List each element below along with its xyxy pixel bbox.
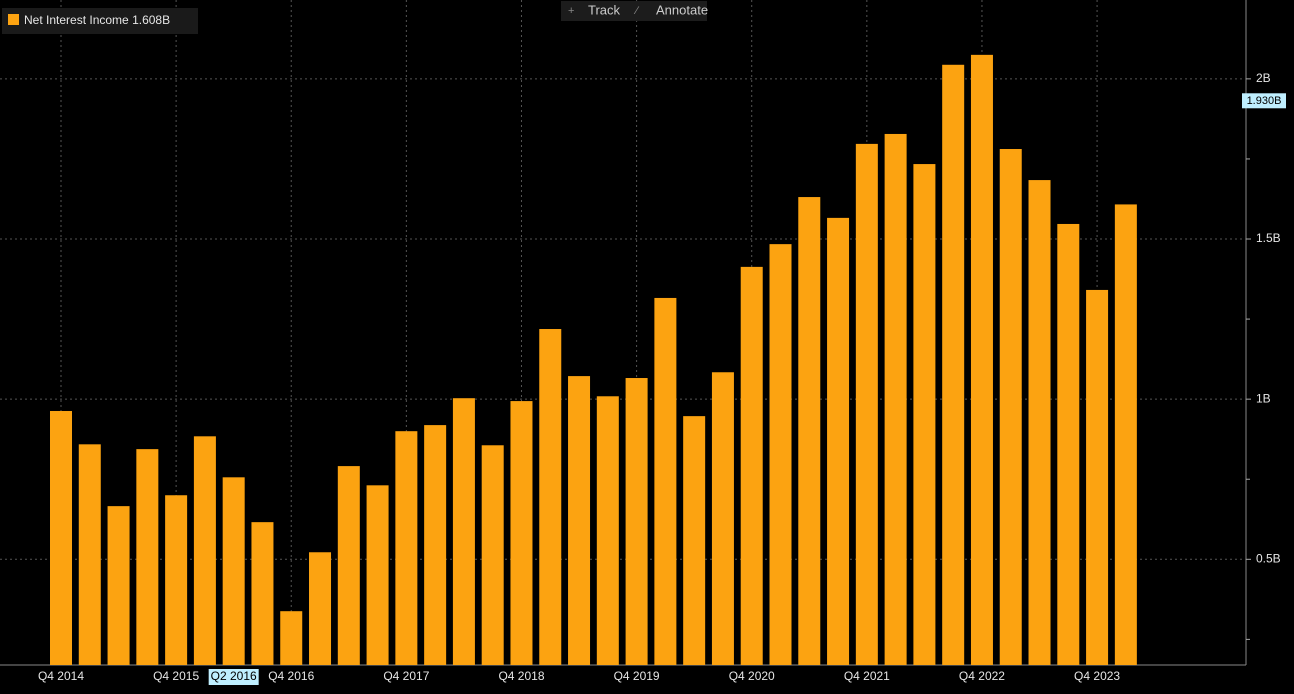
legend-name: Net Interest Income [24, 13, 129, 27]
bar [625, 378, 648, 665]
bar [568, 376, 591, 665]
bar [798, 197, 821, 665]
bar [510, 401, 533, 665]
bar [827, 217, 850, 665]
legend-swatch [8, 14, 19, 25]
bar [452, 398, 475, 665]
bar [136, 449, 159, 665]
bar [769, 244, 792, 665]
cursor-x-label: Q2 2016 [211, 669, 257, 683]
bar [395, 431, 418, 665]
bar [855, 143, 878, 665]
toolbar-button[interactable]: ∕ Annotate [633, 2, 708, 17]
bar [222, 477, 245, 665]
x-tick-label: Q4 2020 [729, 669, 775, 683]
bar [1086, 289, 1109, 665]
legend-value: 1.608B [132, 13, 170, 27]
bar [1057, 223, 1080, 665]
x-tick-label: Q4 2017 [383, 669, 429, 683]
x-tick-label: Q4 2016 [268, 669, 314, 683]
bar [78, 444, 101, 665]
bar [424, 425, 447, 665]
bar [596, 396, 619, 665]
toolbar-icon: + [568, 5, 574, 17]
cursor-y-box [1242, 93, 1286, 109]
x-tick-label: Q4 2019 [614, 669, 660, 683]
bar [481, 445, 504, 665]
x-tick-label: Q4 2014 [38, 669, 84, 683]
legend-text: Net Interest Income 1.608B [24, 13, 170, 27]
x-tick-label: Q4 2015 [153, 669, 199, 683]
bar [740, 266, 763, 665]
x-tick-label: Q4 2018 [498, 669, 544, 683]
bar [683, 416, 706, 665]
bar [711, 372, 734, 665]
x-tick-label: Q4 2021 [844, 669, 890, 683]
bar [50, 411, 72, 665]
toolbar-label: Annotate [656, 2, 708, 17]
bar [165, 495, 188, 665]
bar [654, 297, 677, 665]
bar [107, 506, 130, 665]
bar [913, 164, 936, 666]
bar [366, 485, 389, 665]
bar [251, 522, 274, 665]
legend-box [2, 8, 198, 34]
bar [942, 64, 965, 666]
bar [280, 611, 303, 665]
bar [999, 149, 1022, 665]
bar [1114, 204, 1137, 665]
y-tick-label: 1B [1256, 391, 1271, 405]
x-tick-label: Q4 2022 [959, 669, 1005, 683]
bar [1028, 180, 1051, 665]
bar [884, 133, 907, 666]
toolbar-button[interactable]: + Track [568, 2, 621, 17]
toolbar-icon: ∕ [633, 5, 640, 17]
bar [193, 436, 216, 665]
bar [309, 552, 332, 665]
bar [970, 54, 993, 665]
y-tick-label: 1.5B [1256, 231, 1281, 245]
toolbar [561, 1, 707, 21]
toolbar-label: Track [588, 2, 621, 17]
bar [337, 466, 360, 665]
cursor-x-box [208, 669, 259, 685]
bar [539, 329, 562, 665]
y-tick-label: 0.5B [1256, 551, 1281, 565]
cursor-y-label: 1.930B [1247, 95, 1282, 107]
y-tick-label: 2B [1256, 71, 1271, 85]
x-tick-label: Q4 2023 [1074, 669, 1120, 683]
